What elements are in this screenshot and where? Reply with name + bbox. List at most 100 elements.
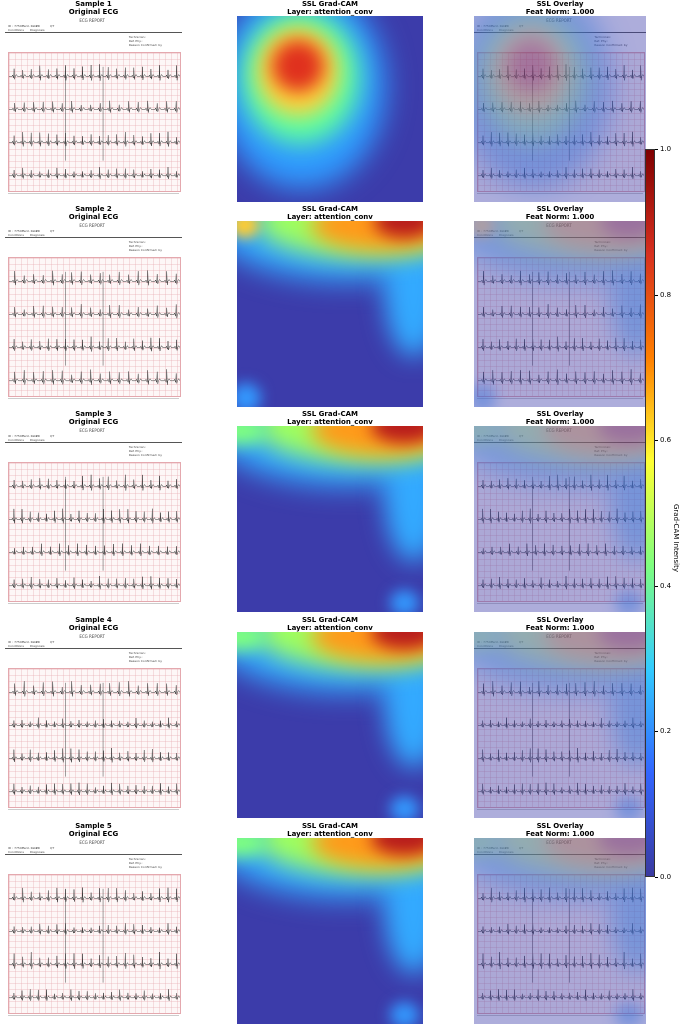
ecg-header-field: Technician:: [128, 651, 146, 655]
overlay-tint: [474, 838, 646, 1024]
feat-norm-label: Feat Norm: 1.000: [525, 830, 595, 838]
ecg-header-rule: [474, 854, 646, 855]
ecg-header-field: ID : 77597: [8, 229, 24, 233]
ecg-lead-trace: [9, 304, 180, 319]
ecg-traces: [9, 64, 180, 179]
ecg-footer: [477, 398, 643, 399]
cam-region-corner: [389, 589, 420, 612]
cam-region-corner: [237, 632, 267, 651]
colorbar-tick: [655, 149, 658, 150]
ecg-header-rule: [474, 442, 646, 443]
overlay-title: SSL Overlay Feat Norm: 1.000: [460, 0, 660, 16]
ecg-grid: [477, 462, 645, 602]
ecg-header-field: Technician:: [128, 445, 146, 449]
ecg-lead-trace: [478, 681, 644, 697]
overlay-title: SSL Overlay Feat Norm: 1.000: [460, 616, 660, 632]
ecg-header-field: ID : 77597: [8, 434, 24, 438]
gradcam-label: SSL Grad-CAM: [301, 822, 359, 830]
ecg-header-field: Ref. Phy.:: [594, 40, 608, 43]
ecg-header-field: Reason Confirmed: by: [128, 453, 162, 457]
ecg-lead-trace: [9, 747, 180, 763]
ecg-report-title: ECG REPORT: [546, 429, 572, 433]
ecg-report-title: ECG REPORT: [546, 635, 572, 639]
ecg-lead-trace: [9, 508, 180, 524]
ecg-lead-trace: [478, 887, 644, 903]
ecg-lead-trace: [9, 681, 180, 697]
gradcam-title: SSL Grad-CAM Layer: attention_conv: [230, 410, 430, 426]
ecg-header-field: Diagnosis: [30, 644, 45, 648]
colorbar-tick: [655, 294, 658, 296]
original-ecg-label: Original ECG: [68, 8, 119, 16]
ecg-footer: [8, 193, 179, 194]
ecg-report-title: ECG REPORT: [79, 634, 105, 639]
ecg-header-field: Vent. Rate: [491, 435, 507, 438]
overlay-title: SSL Overlay Feat Norm: 1.000: [460, 410, 660, 426]
ecg-header-rule: [5, 854, 182, 855]
ecg-header-field: Technician:: [594, 36, 611, 39]
ecg-report-title: ECG REPORT: [546, 224, 572, 228]
cam-region-peak: [374, 221, 423, 238]
ecg-header-field: Diagnosis: [30, 28, 45, 32]
ecg-footer: [8, 398, 179, 399]
ecg-header-field: Conditions: [477, 851, 493, 854]
overlay-heat-layer: [474, 16, 646, 202]
sample-label: Sample 2: [75, 205, 112, 213]
sample-row: Sample 1 Original ECG SSL Grad-CAM Layer: a…: [0, 0, 685, 205]
ecg-report-title: ECG REPORT: [79, 428, 105, 433]
ecg-grid: [8, 257, 181, 397]
ecg-lead-trace: [9, 369, 180, 385]
sample-title: Sample 3 Original ECG: [0, 410, 194, 426]
ecg-header-field: Ref. Phy.:: [594, 450, 608, 453]
ecg-header-field: ID : 77597: [477, 847, 493, 850]
ecg-grid: [8, 462, 181, 602]
cam-region-corner: [389, 795, 420, 818]
ecg-grid: [8, 668, 181, 808]
ecg-lead-trace: [9, 782, 180, 796]
sample-row: Sample 3 Original ECG SSL Grad-CAM Layer: a…: [0, 410, 685, 615]
colorbar-tick-label: 0.0: [660, 873, 672, 881]
ecg-header-field: Reason Confirmed: by: [594, 866, 627, 869]
ecg-header-rule: [5, 648, 182, 649]
ecg-header-field: Vent. Rate: [22, 846, 38, 850]
ecg-header-field: Technician:: [594, 241, 611, 244]
original-ecg-panel: ECG REPORT ID : 77597 Vent. Rate PR QT Condit…: [5, 838, 182, 1024]
ecg-traces: [478, 474, 644, 590]
overlay-title: SSL Overlay Feat Norm: 1.000: [460, 822, 660, 838]
ecg-footer: [477, 809, 643, 810]
sample-row: Sample 2 Original ECG SSL Grad-CAM Layer: a…: [0, 205, 685, 410]
ecg-footer: [8, 1015, 179, 1016]
ecg-header-rule: [5, 442, 182, 443]
ecg-lead-trace: [478, 131, 644, 147]
ecg-header-field: Ref. Phy.:: [594, 862, 608, 865]
ecg-header-field: Conditions: [8, 644, 24, 648]
sample-row: Sample 4 Original ECG SSL Grad-CAM Layer: a…: [0, 616, 685, 821]
ecg-header-field: Reason Confirmed: by: [594, 249, 627, 252]
overlay-tint: [474, 16, 646, 202]
ecg-lead-trace: [9, 887, 180, 903]
ecg-traces: [478, 64, 644, 179]
sample-row: Sample 5 Original ECG SSL Grad-CAM Layer: a…: [0, 822, 685, 1027]
ecg-report-title: ECG REPORT: [546, 841, 572, 845]
ecg-header-field: ID : 77597: [477, 641, 493, 644]
original-ecg-panel: ECG REPORT ID : 77597 Vent. Rate PR QT Condit…: [5, 426, 182, 612]
ecg-header-field: Diagnosis: [499, 645, 514, 648]
ecg-lead-trace: [9, 989, 180, 1001]
ecg-header-field: QT: [50, 24, 55, 28]
ecg-lead-trace: [478, 575, 644, 590]
ecg-lead-trace: [478, 923, 644, 935]
ecg-lead-trace: [9, 100, 180, 113]
ecg-header-rule: [5, 237, 182, 238]
ecg-lead-trace: [9, 336, 180, 352]
ecg-traces: [478, 270, 644, 385]
sample-title: Sample 5 Original ECG: [0, 822, 194, 838]
cam-region-peak: [370, 838, 423, 855]
original-ecg-panel: ECG REPORT ID : 77597 Vent. Rate PR QT Condit…: [5, 16, 182, 202]
overlay-tint: [474, 221, 646, 407]
ecg-lead-trace: [9, 64, 180, 81]
ecg-header-field: Diagnosis: [30, 233, 45, 237]
cam-region-mid: [477, 16, 588, 145]
